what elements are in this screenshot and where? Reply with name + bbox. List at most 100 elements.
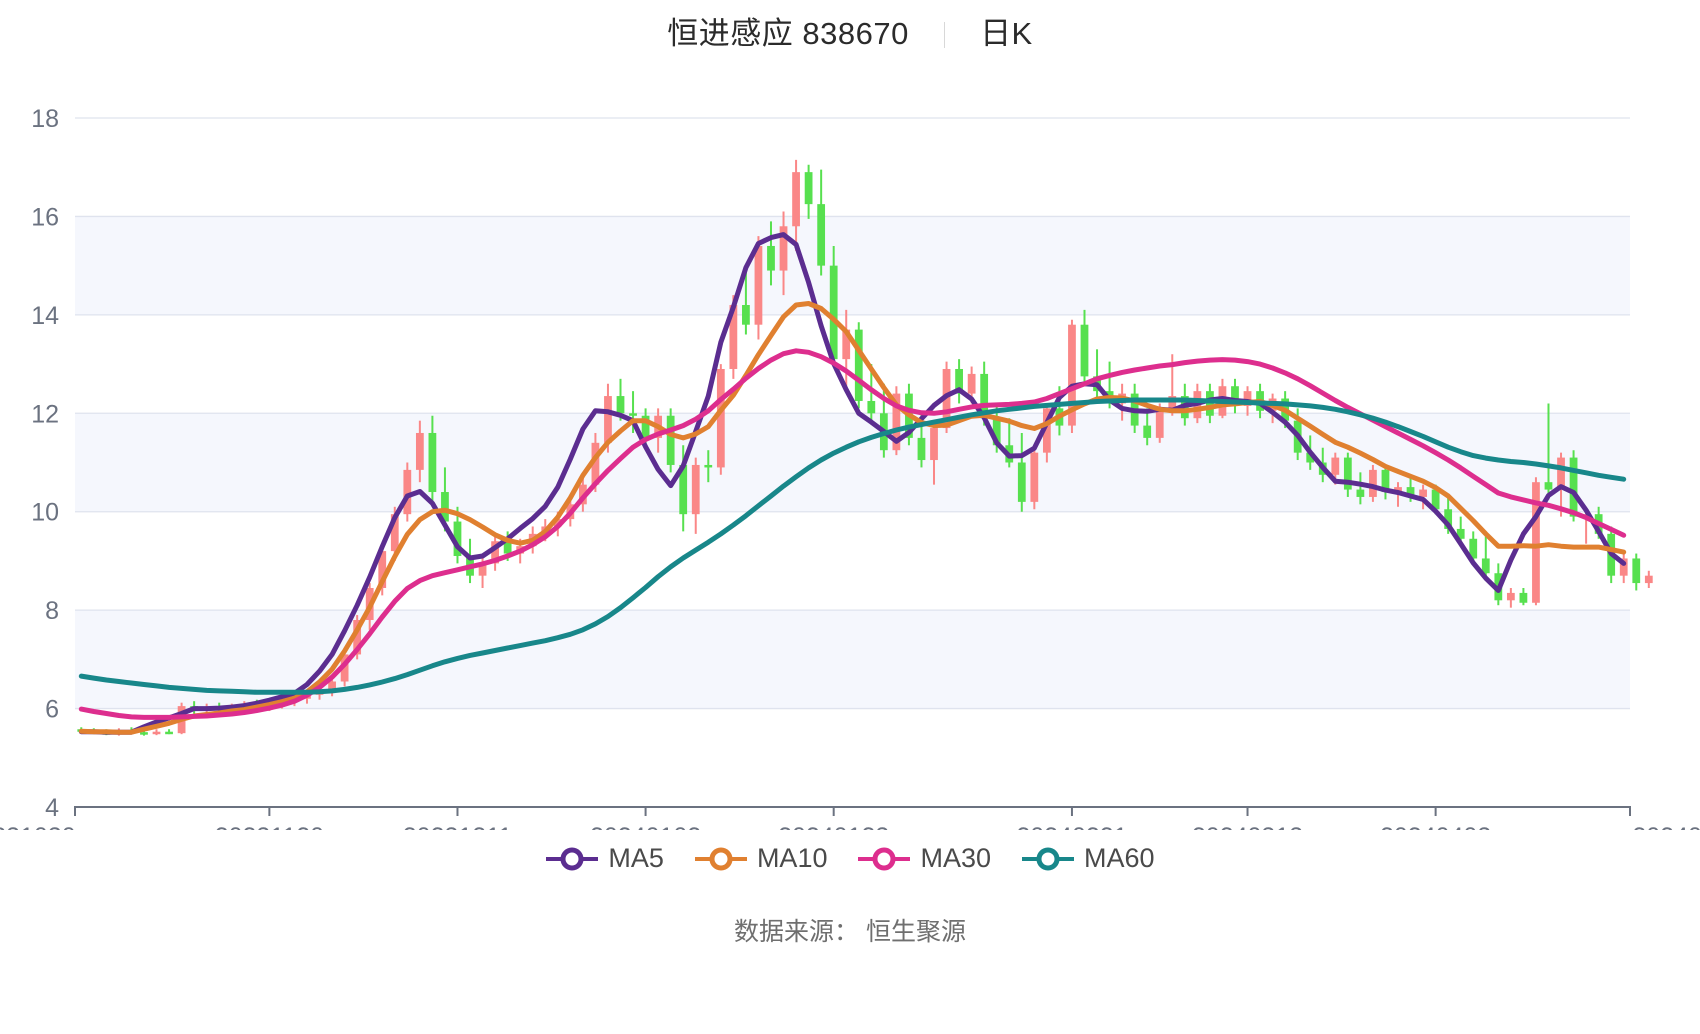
candle-body xyxy=(742,305,750,325)
candle-body xyxy=(403,469,412,515)
candle-body xyxy=(1155,408,1164,438)
legend-item-ma30[interactable]: MA30 xyxy=(857,843,991,874)
candle-body xyxy=(1619,558,1628,576)
title-divider xyxy=(943,22,945,48)
candle-body xyxy=(930,428,938,461)
candle-body xyxy=(792,172,800,227)
candlestick xyxy=(691,457,700,534)
candle-body xyxy=(491,541,499,564)
candlestick xyxy=(767,221,775,286)
y-axis-tick-label: 6 xyxy=(45,696,59,724)
candlestick xyxy=(1356,472,1365,505)
x-axis-tick-label: 20231030 xyxy=(0,823,76,830)
legend-label: MA5 xyxy=(608,843,664,873)
candlestick xyxy=(340,649,349,687)
y-axis-tick-label: 4 xyxy=(45,794,59,822)
candle-body xyxy=(1343,457,1352,490)
candlestick xyxy=(1569,450,1578,522)
ma-line-ma60 xyxy=(78,397,1627,695)
candlestick xyxy=(854,322,863,409)
candle-body xyxy=(1544,482,1553,490)
candlestick xyxy=(1042,403,1051,463)
candle-body xyxy=(478,563,487,576)
candle-body xyxy=(1143,425,1152,438)
candlestick xyxy=(1080,309,1089,384)
legend-label: MA10 xyxy=(756,843,828,873)
legend-label: MA30 xyxy=(920,843,992,873)
candlestick xyxy=(428,415,437,502)
candle-body xyxy=(955,368,963,394)
candle-body xyxy=(829,265,838,360)
x-axis-tick-label: 20240102 xyxy=(590,823,701,830)
candle-body xyxy=(817,204,826,266)
candlestick xyxy=(754,236,763,340)
candle-body xyxy=(666,415,675,465)
candlestick xyxy=(1068,319,1076,433)
candlestick xyxy=(804,164,813,219)
ma-line-ma10 xyxy=(78,301,1627,735)
candle-body xyxy=(1456,528,1465,539)
candle-body xyxy=(152,731,161,735)
candle-body xyxy=(604,396,612,443)
candle-body xyxy=(917,437,926,461)
candle-body xyxy=(1306,452,1315,463)
x-axis-line xyxy=(74,806,1631,811)
y-axis-tick-label: 8 xyxy=(45,597,59,625)
candle-body xyxy=(980,373,989,419)
candle-body xyxy=(1068,324,1076,426)
candle-body xyxy=(854,329,863,401)
candle-body xyxy=(165,731,173,735)
candlestick xyxy=(403,462,412,522)
candle-body xyxy=(779,226,788,271)
candle-body xyxy=(1481,558,1490,574)
candle-body xyxy=(591,442,600,485)
x-axis-tick-label: 20231211 xyxy=(403,823,512,830)
candlestick xyxy=(892,386,901,456)
candlestick xyxy=(1030,447,1039,510)
candle-body xyxy=(729,305,738,369)
candle-body xyxy=(1356,489,1365,497)
x-axis-tick-label: 20231120 xyxy=(215,823,324,830)
candlestick xyxy=(152,729,161,736)
plot-band xyxy=(75,216,1630,315)
legend-item-ma10[interactable]: MA10 xyxy=(694,843,828,874)
candlestick xyxy=(779,211,788,296)
y-axis-tick-label: 16 xyxy=(31,203,59,231)
candle-body xyxy=(441,492,449,522)
candle-body xyxy=(328,681,336,692)
candlestick xyxy=(1481,531,1490,581)
candle-body xyxy=(553,519,562,527)
legend-item-ma5[interactable]: MA5 xyxy=(545,843,664,874)
candle-body xyxy=(754,245,763,325)
candle-body xyxy=(842,329,851,360)
x-axis-tick-label: 20240123 xyxy=(778,823,889,830)
legend-item-ma60[interactable]: MA60 xyxy=(1021,843,1155,874)
candle-body xyxy=(503,541,512,554)
candle-body xyxy=(1406,487,1415,497)
candle-body xyxy=(1557,457,1565,490)
candlestick xyxy=(1506,587,1515,608)
candle-body xyxy=(428,432,437,493)
candle-body xyxy=(1506,592,1515,601)
candlestick xyxy=(930,423,938,485)
candle-body xyxy=(340,654,349,682)
x-axis-tick-label: 20240425 xyxy=(1632,823,1700,830)
legend-label: MA60 xyxy=(1084,843,1155,873)
candle-body xyxy=(691,464,700,515)
candle-body xyxy=(453,521,462,557)
candlestick xyxy=(1632,553,1641,591)
candle-body xyxy=(1231,386,1239,406)
candle-body xyxy=(415,432,424,470)
candle-body xyxy=(1369,469,1377,497)
candle-body xyxy=(1017,462,1026,502)
candle-body xyxy=(378,551,387,588)
candle-body xyxy=(892,393,901,451)
candle-body xyxy=(1569,457,1578,517)
candle-body xyxy=(1469,538,1478,559)
candlestick xyxy=(491,533,499,571)
candle-body xyxy=(704,464,713,468)
candle-body xyxy=(679,464,688,515)
candlestick xyxy=(742,268,750,335)
candle-body xyxy=(992,418,1001,446)
